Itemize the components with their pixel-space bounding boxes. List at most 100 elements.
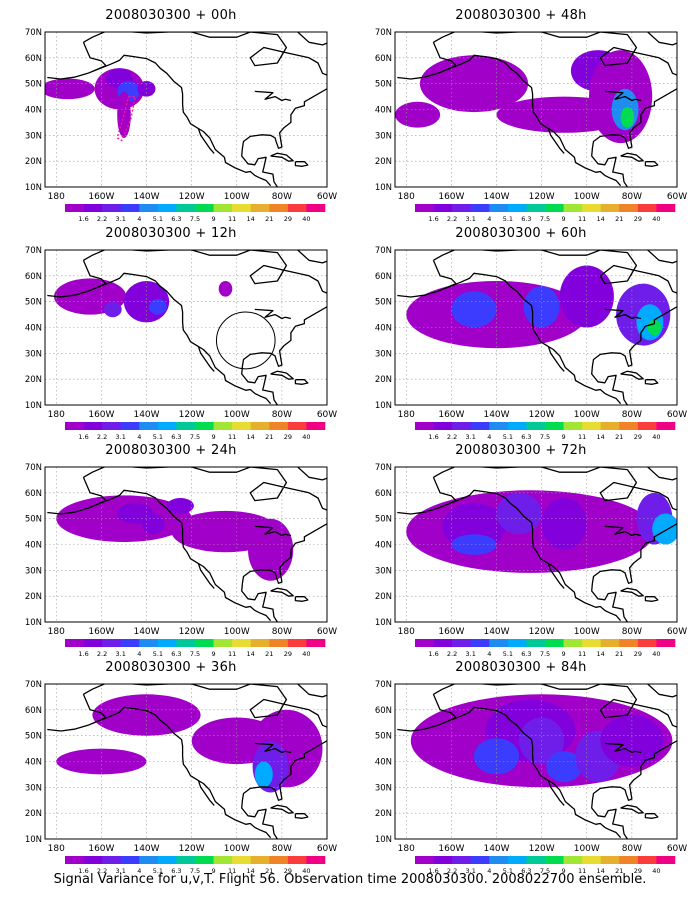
scale-swatch <box>139 422 159 430</box>
scale-swatch <box>637 204 657 212</box>
scale-swatch <box>157 639 177 647</box>
lat-label: 20N <box>375 592 392 602</box>
scale-label: 6.3 <box>521 650 531 658</box>
scale-swatch <box>600 422 620 430</box>
signal-contour <box>451 534 497 555</box>
map-frame <box>44 249 328 406</box>
coastline <box>82 42 272 187</box>
lat-label: 30N <box>375 131 392 141</box>
lon-label: 100W <box>224 410 250 420</box>
lon-label: 120W <box>529 844 555 854</box>
scale-label: 4 <box>487 650 491 658</box>
scale-label: 29 <box>284 433 292 441</box>
map-plot: 10N 20N 30N 40N 50N 60N 70N 180 160W 140W 120W 100W… <box>25 28 337 223</box>
coastline <box>432 260 622 405</box>
scale-label: 1.6 <box>78 215 88 223</box>
scale-swatch <box>637 422 657 430</box>
scale-label: 2.2 <box>447 433 457 441</box>
map-frame <box>394 683 678 840</box>
lon-label: 140W <box>483 192 509 202</box>
scale-label: 40 <box>652 433 660 441</box>
scale-swatch <box>120 639 140 647</box>
map-plot: 10N 20N 30N 40N 50N 60N 70N 180 160W 140W 120W 100W… <box>25 680 337 875</box>
panel-title: 2008030300 + 84h <box>455 660 587 675</box>
scale-label: 11 <box>578 867 586 875</box>
scale-label: 29 <box>634 215 642 223</box>
coastline <box>254 90 292 102</box>
panel-title: 2008030300 + 48h <box>455 8 587 23</box>
scale-label: 14 <box>247 867 255 875</box>
scale-label: 4 <box>137 433 141 441</box>
scale-swatch <box>452 204 471 212</box>
scale-swatch <box>306 422 326 430</box>
scale-label: 1.6 <box>428 867 438 875</box>
scale-label: 9 <box>212 867 216 875</box>
scale-swatch <box>507 422 527 430</box>
map-frame <box>44 683 328 840</box>
lon-label: 60W <box>667 410 687 420</box>
lat-label: 50N <box>25 732 42 742</box>
coastline <box>197 346 215 372</box>
scale-swatch <box>600 856 620 864</box>
scale-swatch <box>269 422 289 430</box>
map-frame <box>394 31 678 188</box>
scale-swatch <box>489 856 509 864</box>
scale-label: 11 <box>228 650 236 658</box>
coastline <box>620 152 644 162</box>
lat-label: 50N <box>25 298 42 308</box>
figure-caption: Signal Variance for u,v,T. Flight 56. Ob… <box>53 872 647 887</box>
lat-label: 50N <box>375 732 392 742</box>
scale-swatch <box>306 639 326 647</box>
signal-contour <box>647 319 662 336</box>
lon-label: 60W <box>317 844 337 854</box>
lon-label: 120W <box>529 192 555 202</box>
lon-label: 120W <box>179 410 205 420</box>
scale-label: 11 <box>578 215 586 223</box>
scale-label: 4 <box>137 867 141 875</box>
lat-label: 10N <box>375 835 392 845</box>
lat-label: 20N <box>375 375 392 385</box>
coastline <box>47 72 89 80</box>
scale-label: 9 <box>562 650 566 658</box>
lat-label: 30N <box>375 783 392 793</box>
scale-label: 3.1 <box>466 433 476 441</box>
lat-label: 30N <box>25 783 42 793</box>
lon-label: 60W <box>667 627 687 637</box>
scale-label: 9 <box>212 650 216 658</box>
scale-label: 29 <box>284 867 292 875</box>
lat-label: 60N <box>375 706 392 716</box>
scale-label: 3.1 <box>466 650 476 658</box>
scale-label: 4 <box>137 650 141 658</box>
coastline <box>47 507 89 515</box>
coastline <box>397 290 439 298</box>
lon-label: 180 <box>398 844 415 854</box>
coastline <box>432 694 622 839</box>
scale-swatch <box>195 204 214 212</box>
lon-label: 100W <box>224 844 250 854</box>
coastline <box>604 308 642 320</box>
map-plot: 10N 20N 30N 40N 50N 60N 70N 180 160W 140W 120W 100W… <box>375 246 687 441</box>
map-frame <box>394 466 678 623</box>
lon-label: 180 <box>398 192 415 202</box>
signal-contour <box>218 281 233 297</box>
scale-swatch <box>415 639 434 647</box>
scale-label: 14 <box>247 215 255 223</box>
scale-swatch <box>176 204 196 212</box>
coastline <box>604 90 642 102</box>
coastline <box>644 161 659 167</box>
coastline <box>433 684 677 839</box>
scale-label: 9 <box>562 867 566 875</box>
scale-swatch <box>582 204 601 212</box>
scale-swatch <box>176 856 196 864</box>
lon-label: 160W <box>88 192 114 202</box>
map-panel: 2008030300 + 60h 10N 20N 30N 40N 50N 60N 70N 180… <box>360 226 690 441</box>
scale-swatch <box>600 204 620 212</box>
lat-label: 10N <box>25 401 42 411</box>
scale-swatch <box>232 639 251 647</box>
scale-swatch <box>545 204 564 212</box>
flight-track-outline <box>116 95 137 142</box>
scale-label: 4 <box>487 215 491 223</box>
scale-swatch <box>102 204 121 212</box>
signal-contour <box>451 291 497 328</box>
map-frame <box>44 31 328 188</box>
